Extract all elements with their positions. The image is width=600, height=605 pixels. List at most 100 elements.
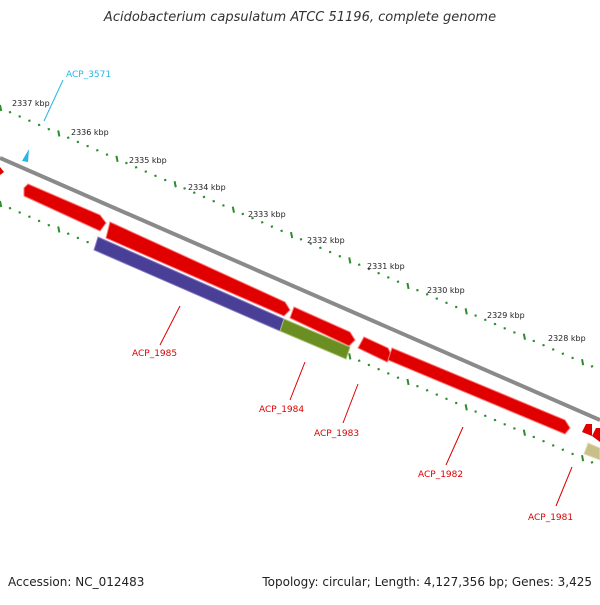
- scale-label: 2332 kbp: [307, 236, 345, 245]
- minor-tick: [551, 444, 555, 447]
- minor-tick: [425, 293, 429, 296]
- scale-label: 2334 kbp: [188, 183, 226, 192]
- minor-tick: [386, 276, 390, 279]
- minor-tick: [377, 271, 380, 275]
- scale-label: 2337 kbp: [12, 99, 50, 108]
- minor-tick: [280, 229, 283, 233]
- gene-arrow[interactable]: [0, 167, 4, 175]
- major-tick: [57, 130, 61, 137]
- minor-tick: [551, 348, 555, 351]
- leader-line: [445, 426, 464, 466]
- gene-marker-cyan[interactable]: [22, 149, 29, 162]
- minor-tick: [474, 314, 477, 317]
- gene-bar-purple[interactable]: [93, 236, 285, 332]
- minor-tick: [503, 326, 507, 330]
- minor-tick: [483, 318, 487, 322]
- gene-arrow[interactable]: [289, 306, 356, 347]
- major-tick: [581, 454, 585, 462]
- minor-tick: [474, 410, 477, 413]
- minor-tick: [435, 297, 439, 300]
- minor-tick: [483, 414, 487, 418]
- minor-tick: [532, 339, 536, 343]
- major-tick: [522, 333, 526, 340]
- label-leaders: [43, 79, 573, 507]
- minor-tick: [396, 376, 400, 379]
- gene-label[interactable]: ACP_1981: [528, 513, 573, 523]
- gene-arrow[interactable]: [582, 424, 592, 436]
- minor-tick: [28, 119, 31, 123]
- minor-tick: [125, 161, 128, 165]
- gene-label[interactable]: ACP_1982: [418, 470, 463, 480]
- minor-tick: [37, 219, 41, 223]
- minor-tick: [445, 301, 448, 305]
- minor-tick: [309, 242, 313, 245]
- minor-tick: [445, 397, 448, 401]
- major-tick: [173, 181, 177, 188]
- minor-tick: [493, 322, 497, 326]
- major-tick: [464, 308, 468, 315]
- major-tick: [406, 378, 410, 386]
- minor-tick: [18, 115, 22, 118]
- major-tick: [464, 404, 468, 411]
- minor-tick: [425, 389, 429, 392]
- gene-label[interactable]: ACP_1984: [259, 405, 304, 415]
- major-tick: [231, 206, 235, 213]
- minor-tick: [28, 215, 31, 219]
- minor-tick: [241, 212, 245, 216]
- gene-label[interactable]: ACP_1985: [132, 349, 177, 359]
- minor-tick: [571, 356, 574, 360]
- gene-bar-olive[interactable]: [279, 318, 351, 360]
- minor-tick: [513, 331, 516, 334]
- major-tick: [406, 282, 410, 290]
- gene-arrow[interactable]: [105, 221, 291, 317]
- gene-labels: ACP_3571 ACP_1985 ACP_1984 ACP_1983 ACP_…: [66, 70, 573, 523]
- scale-label: 2328 kbp: [548, 334, 586, 343]
- minor-tick: [192, 191, 196, 195]
- gene-label[interactable]: ACP_1983: [314, 429, 359, 439]
- minor-tick: [8, 110, 12, 114]
- minor-tick: [319, 246, 322, 250]
- genome-summary-text: Topology: circular; Length: 4,127,356 bp…: [262, 575, 592, 589]
- minor-tick: [144, 170, 148, 173]
- gene-arrow[interactable]: [387, 347, 571, 435]
- minor-tick: [76, 140, 80, 144]
- minor-tick: [357, 263, 361, 267]
- scale-label: 2336 kbp: [71, 128, 109, 137]
- minor-tick: [47, 127, 51, 131]
- minor-tick: [163, 178, 167, 182]
- scale-label: 2330 kbp: [427, 286, 465, 295]
- minor-tick: [212, 199, 216, 203]
- outer-tick-track: [0, 104, 594, 368]
- leader-line: [555, 466, 573, 507]
- scale-label: 2333 kbp: [248, 210, 286, 219]
- minor-tick: [513, 427, 516, 430]
- minor-tick: [270, 225, 274, 228]
- forward-genes: [0, 167, 600, 442]
- accession-text: Accession: NC_012483: [8, 575, 145, 589]
- minor-tick: [590, 461, 594, 464]
- gene-arrow[interactable]: [23, 183, 107, 232]
- gene-bar-khaki[interactable]: [583, 442, 600, 461]
- leader-line: [342, 383, 359, 424]
- minor-tick: [299, 237, 303, 241]
- minor-tick: [47, 223, 51, 227]
- major-tick: [522, 429, 526, 436]
- gene-label[interactable]: ACP_3571: [66, 70, 111, 80]
- minor-tick: [183, 187, 186, 190]
- gene-arrow[interactable]: [357, 336, 393, 363]
- minor-tick: [532, 435, 536, 439]
- scale-label: 2331 kbp: [367, 262, 405, 271]
- minor-tick: [454, 305, 458, 309]
- minor-tick: [86, 240, 89, 244]
- major-tick: [581, 358, 585, 366]
- minor-tick: [154, 174, 157, 178]
- minor-tick: [260, 221, 264, 224]
- minor-tick: [222, 204, 225, 207]
- minor-tick: [76, 236, 80, 240]
- minor-tick: [251, 216, 254, 220]
- gene-arrow[interactable]: [592, 428, 600, 442]
- scale-labels: 2337 kbp 2336 kbp 2335 kbp 2334 kbp 2333…: [12, 99, 586, 343]
- minor-tick: [454, 401, 458, 405]
